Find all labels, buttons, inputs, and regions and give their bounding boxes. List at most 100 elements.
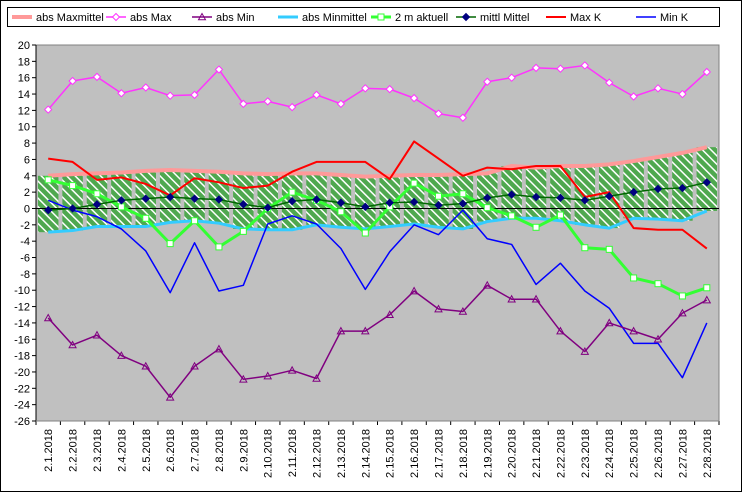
x-tick-label: 2.6.2018 [165, 429, 177, 472]
series-line [48, 181, 707, 211]
data-point [702, 67, 712, 77]
data-point [287, 102, 297, 112]
data-point [605, 245, 613, 253]
y-tick-label: -8 [20, 269, 30, 281]
data-point [434, 192, 442, 200]
data-point [629, 92, 638, 101]
data-point [461, 12, 471, 22]
series-line [48, 145, 708, 179]
data-point [385, 198, 394, 207]
data-point [92, 72, 102, 82]
data-point [312, 90, 321, 100]
axis-layer: -26-24-22-20-18-16-14-12-10-8-6-4-202468… [14, 40, 720, 478]
data-point [507, 294, 517, 303]
data-point [377, 13, 385, 21]
x-tick-label: 2.9.2018 [238, 429, 250, 472]
data-point [556, 326, 565, 335]
data-point [458, 306, 468, 315]
x-tick-label: 2.7.2018 [190, 429, 202, 472]
x-tick-label: 2.11.2018 [287, 429, 299, 477]
data-point [434, 201, 443, 210]
series-line [48, 209, 708, 234]
data-point [508, 212, 516, 220]
data-point [141, 194, 150, 203]
data-point [459, 190, 467, 198]
x-tick-label: 2.15.2018 [385, 429, 397, 478]
data-point [336, 99, 346, 109]
legend-entry: mittl Mittel [456, 12, 530, 24]
legend-label: 2 m aktuell [395, 12, 448, 24]
legend-entry: abs Max [106, 12, 172, 24]
data-point [531, 192, 541, 202]
y-tick-label: -16 [14, 334, 30, 346]
y-tick-label: -12 [14, 302, 30, 314]
band-bar [257, 174, 278, 230]
data-point [287, 196, 297, 206]
data-point [482, 280, 492, 289]
data-point [239, 200, 248, 209]
y-tick-label: 6 [24, 154, 30, 166]
data-point [409, 197, 419, 207]
x-tick-label: 2.1.2018 [43, 429, 55, 472]
x-tick-label: 2.22.2018 [555, 429, 567, 478]
y-tick-label: 2 [24, 187, 30, 199]
y-tick-label: -20 [14, 367, 30, 379]
data-point [239, 227, 247, 235]
legend-label: abs Maxmittel [36, 12, 104, 24]
x-tick-label: 2.27.2018 [677, 429, 689, 478]
y-tick-label: 8 [24, 138, 30, 150]
x-tick-label: 2.24.2018 [604, 429, 616, 478]
data-point [197, 12, 207, 21]
data-point [483, 204, 491, 212]
data-point [361, 229, 369, 237]
data-point [385, 84, 394, 94]
data-point [214, 65, 224, 74]
y-tick-label: 20 [18, 40, 30, 52]
data-point [190, 361, 199, 370]
series-line [47, 199, 708, 379]
data-point [629, 326, 638, 335]
data-point [410, 179, 418, 187]
data-point [605, 192, 614, 201]
band-bar [86, 173, 108, 227]
data-point [556, 64, 565, 73]
series-line [48, 140, 708, 250]
data-point [556, 193, 565, 203]
data-point [678, 183, 687, 193]
data-point [703, 284, 711, 292]
data-point [68, 204, 77, 213]
legend-label: Max K [570, 12, 602, 24]
y-tick-label: -24 [14, 400, 30, 412]
y-tick-label: 16 [18, 73, 30, 85]
y-tick-label: 14 [18, 89, 30, 101]
data-point [312, 373, 321, 382]
data-point [239, 99, 248, 109]
data-point [434, 109, 443, 118]
data-point [43, 105, 53, 114]
series-abs-min [43, 280, 712, 401]
data-point [604, 318, 614, 327]
x-tick-label: 2.16.2018 [409, 429, 421, 478]
data-point [263, 97, 272, 106]
legend-label: abs Min [216, 12, 255, 24]
data-point [654, 280, 662, 288]
data-point [117, 351, 126, 359]
data-point [165, 91, 175, 100]
data-point [653, 334, 663, 343]
data-point [409, 286, 419, 295]
data-point [165, 192, 175, 202]
y-tick-label: -4 [20, 236, 30, 248]
data-point [556, 211, 564, 219]
series-min-k [47, 199, 708, 379]
y-tick-label: -18 [14, 351, 30, 363]
data-point [92, 200, 102, 209]
y-tick-label: 4 [24, 171, 30, 183]
data-point [580, 346, 590, 355]
data-point [190, 194, 199, 203]
legend-label: mittl Mittel [480, 12, 530, 24]
data-point [337, 208, 345, 216]
legend-entry: Max K [546, 12, 602, 24]
data-point [531, 63, 541, 73]
x-tick-label: 2.4.2018 [116, 429, 128, 472]
